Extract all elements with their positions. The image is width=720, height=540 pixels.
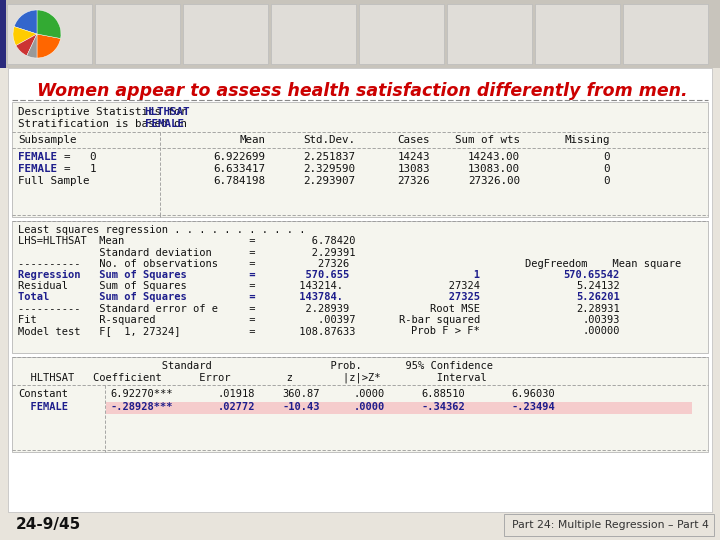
Text: 6.88510: 6.88510 xyxy=(421,389,465,399)
Text: Prob F > F*: Prob F > F* xyxy=(411,326,480,336)
Text: .02772: .02772 xyxy=(217,402,255,413)
Text: Standard deviation      =         2.29391: Standard deviation = 2.29391 xyxy=(18,247,356,258)
Text: .0000: .0000 xyxy=(354,389,385,399)
Text: Fit          R-squared               =          .00397: Fit R-squared = .00397 xyxy=(18,315,356,325)
Text: 0: 0 xyxy=(603,152,610,162)
Text: =   0: = 0 xyxy=(51,152,96,162)
Text: DegFreedom    Mean square: DegFreedom Mean square xyxy=(525,259,681,269)
Bar xyxy=(623,4,708,64)
Text: Residual     Sum of Squares          =       143214.: Residual Sum of Squares = 143214. xyxy=(18,281,343,291)
Bar xyxy=(0,0,720,68)
Text: 6.96030: 6.96030 xyxy=(511,389,555,399)
Bar xyxy=(12,221,708,353)
Text: 6.784198: 6.784198 xyxy=(213,177,265,186)
Text: 2.293907: 2.293907 xyxy=(303,177,355,186)
Text: 14243: 14243 xyxy=(397,152,430,162)
Text: .01918: .01918 xyxy=(217,389,255,399)
Text: Root MSE: Root MSE xyxy=(430,303,480,314)
Text: Descriptive Statistics for: Descriptive Statistics for xyxy=(18,107,194,117)
Text: 1: 1 xyxy=(405,270,480,280)
Text: 14243.00: 14243.00 xyxy=(468,152,520,162)
Text: 0: 0 xyxy=(603,177,610,186)
Wedge shape xyxy=(37,34,60,58)
Text: 2.251837: 2.251837 xyxy=(303,152,355,162)
Text: LHS=HLTHSAT  Mean                    =         6.78420: LHS=HLTHSAT Mean = 6.78420 xyxy=(18,237,356,246)
Text: Subsample: Subsample xyxy=(18,135,76,145)
Bar xyxy=(359,4,444,64)
Text: Model test   F[  1, 27324]           =       108.87633: Model test F[ 1, 27324] = 108.87633 xyxy=(18,326,356,336)
Bar xyxy=(12,102,708,217)
Wedge shape xyxy=(14,10,37,34)
Text: .0000: .0000 xyxy=(354,402,385,413)
Text: FEMALE: FEMALE xyxy=(145,119,184,129)
Text: -.23494: -.23494 xyxy=(511,402,555,413)
Text: 570.65542: 570.65542 xyxy=(564,270,620,280)
Text: Constant: Constant xyxy=(18,389,68,399)
Text: Full Sample: Full Sample xyxy=(18,177,89,186)
Text: ----------   No. of observations     =          27326: ---------- No. of observations = 27326 xyxy=(18,259,349,269)
Text: R-bar squared: R-bar squared xyxy=(399,315,480,325)
Text: Std.Dev.: Std.Dev. xyxy=(303,135,355,145)
Text: Part 24: Multiple Regression – Part 4: Part 24: Multiple Regression – Part 4 xyxy=(512,520,708,530)
Bar xyxy=(95,4,180,64)
Text: Regression   Sum of Squares          =        570.655: Regression Sum of Squares = 570.655 xyxy=(18,270,349,280)
Bar xyxy=(535,4,620,64)
Text: 27325: 27325 xyxy=(405,293,480,302)
Text: Standard                   Prob.       95% Confidence: Standard Prob. 95% Confidence xyxy=(18,361,493,371)
Text: Women appear to assess health satisfaction differently from men.: Women appear to assess health satisfacti… xyxy=(37,82,688,100)
Bar xyxy=(106,402,692,414)
Text: FEMALE: FEMALE xyxy=(18,152,57,162)
Text: FEMALE: FEMALE xyxy=(18,402,68,413)
Bar xyxy=(447,4,532,64)
Text: ----------   Standard error of e     =        2.28939: ---------- Standard error of e = 2.28939 xyxy=(18,303,349,314)
Text: 5.24132: 5.24132 xyxy=(576,281,620,291)
Text: 0: 0 xyxy=(603,164,610,174)
Text: 27324: 27324 xyxy=(405,281,480,291)
Text: 6.633417: 6.633417 xyxy=(213,164,265,174)
Text: =   1: = 1 xyxy=(51,164,96,174)
Text: 360.87: 360.87 xyxy=(282,389,320,399)
Text: 6.922699: 6.922699 xyxy=(213,152,265,162)
Text: Mean: Mean xyxy=(239,135,265,145)
Bar xyxy=(8,68,712,512)
Text: 27326.00: 27326.00 xyxy=(468,177,520,186)
Text: .00000: .00000 xyxy=(582,326,620,336)
Text: 6.92270***: 6.92270*** xyxy=(110,389,173,399)
FancyBboxPatch shape xyxy=(504,514,714,536)
Text: Cases: Cases xyxy=(397,135,430,145)
Text: Total        Sum of Squares          =       143784.: Total Sum of Squares = 143784. xyxy=(18,293,343,302)
Text: HLTHSAT   Coefficient      Error         z        |z|>Z*         Interval: HLTHSAT Coefficient Error z |z|>Z* Inter… xyxy=(18,372,487,383)
Text: -.28928***: -.28928*** xyxy=(110,402,173,413)
Wedge shape xyxy=(16,34,37,56)
Text: 5.26201: 5.26201 xyxy=(576,293,620,302)
Bar xyxy=(183,4,268,64)
Text: Sum of wts: Sum of wts xyxy=(455,135,520,145)
Text: 2.329590: 2.329590 xyxy=(303,164,355,174)
Text: 27326: 27326 xyxy=(397,177,430,186)
Bar xyxy=(271,4,356,64)
Text: .00393: .00393 xyxy=(582,315,620,325)
Wedge shape xyxy=(27,34,37,58)
Text: Least squares regression . . . . . . . . . . .: Least squares regression . . . . . . . .… xyxy=(18,225,305,235)
Text: 24-9/45: 24-9/45 xyxy=(16,517,81,532)
Text: -.34362: -.34362 xyxy=(421,402,465,413)
Bar xyxy=(7,4,92,64)
Text: 13083.00: 13083.00 xyxy=(468,164,520,174)
Text: -10.43: -10.43 xyxy=(282,402,320,413)
Wedge shape xyxy=(13,26,37,45)
Wedge shape xyxy=(37,10,61,38)
Text: 13083: 13083 xyxy=(397,164,430,174)
Bar xyxy=(12,357,708,452)
Bar xyxy=(0,0,6,68)
Text: FEMALE: FEMALE xyxy=(18,164,57,174)
Text: 2.28931: 2.28931 xyxy=(576,303,620,314)
Text: Stratification is based on: Stratification is based on xyxy=(18,119,194,129)
Text: HLTHSAT: HLTHSAT xyxy=(145,107,190,117)
Text: Missing: Missing xyxy=(564,135,610,145)
